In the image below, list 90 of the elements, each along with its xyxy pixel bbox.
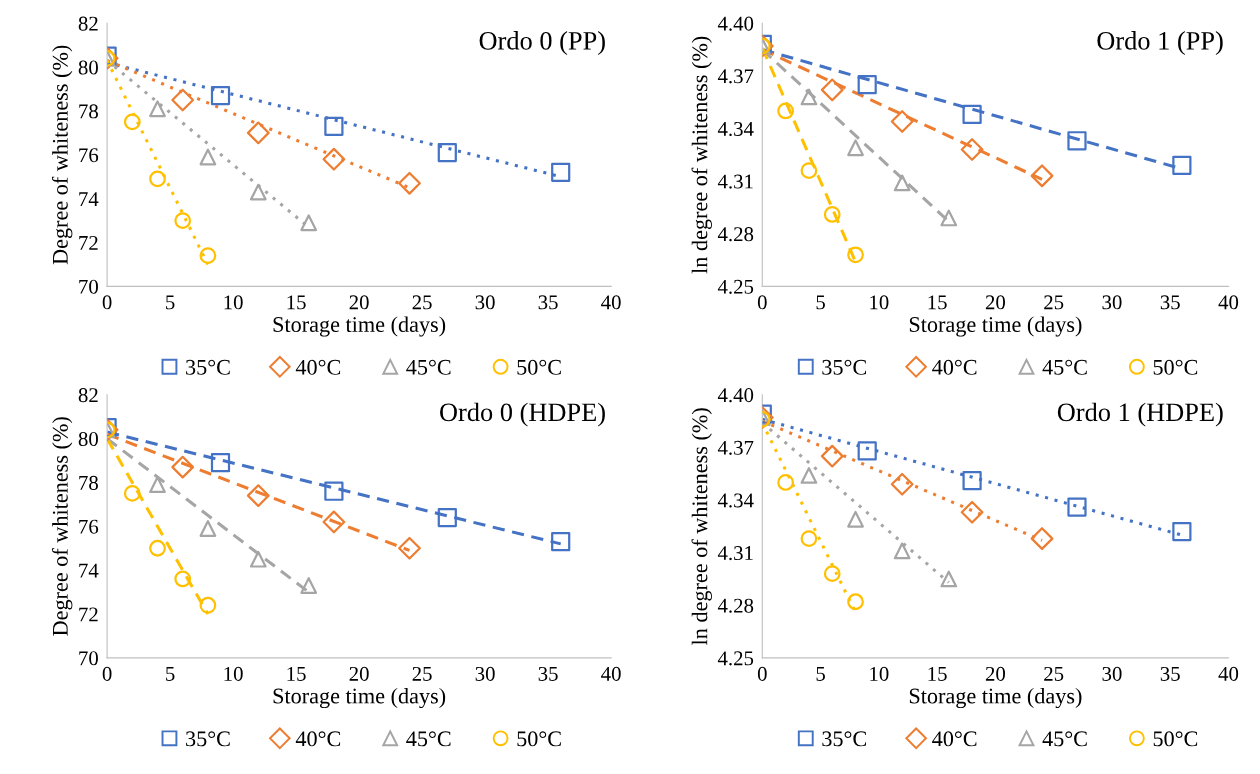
x-tick-label: 10	[224, 295, 243, 310]
y-tick-label: 4.28	[717, 227, 754, 242]
legend-label: 50°C	[517, 359, 561, 375]
legend-label: 40°C	[932, 731, 977, 747]
y-tick-label: 74	[79, 563, 99, 578]
y-tick-label: 80	[78, 431, 98, 447]
legend-label: 50°C	[1153, 731, 1198, 747]
legend-label: 40°C	[932, 359, 977, 375]
x-tick-label: 30	[1102, 295, 1122, 310]
y-axis-title: ln degree of whiteness (%)	[691, 408, 712, 645]
y-tick-label: 80	[78, 60, 98, 75]
x-tick-label: 30	[1102, 666, 1122, 681]
y-tick-label: 4.28	[717, 598, 754, 613]
x-tick-label: 30	[475, 295, 495, 310]
y-axis-title: Degree of whiteness (%)	[51, 417, 73, 636]
chart-title: Ordo 0 (HDPE)	[440, 402, 605, 427]
x-tick-label: 25	[412, 666, 432, 681]
y-tick-label: 4.37	[717, 440, 754, 455]
chart-title: Ordo 1 (HDPE)	[1057, 402, 1223, 427]
y-tick-label: 82	[78, 388, 98, 403]
legend-label: 50°C	[517, 731, 561, 747]
y-tick-label: 76	[79, 519, 99, 534]
y-tick-label: 4.37	[717, 69, 754, 84]
x-tick-label: 10	[870, 295, 889, 310]
x-tick-label: 15	[287, 295, 306, 310]
x-axis-title: Storage time (days)	[273, 687, 446, 709]
y-tick-label: 74	[79, 192, 99, 206]
y-tick-label: 4.31	[717, 546, 753, 561]
x-tick-label: 15	[928, 666, 947, 681]
x-tick-label: 20	[349, 666, 369, 681]
y-tick-label: 4.25	[717, 279, 754, 294]
y-tick-label: 4.34	[717, 493, 754, 508]
x-axis-title: Storage time (days)	[909, 316, 1082, 337]
x-tick-label: 5	[816, 667, 825, 681]
x-tick-label: 15	[287, 666, 306, 681]
y-tick-label: 82	[78, 16, 98, 31]
y-tick-label: 72	[79, 607, 98, 622]
x-tick-label: 25	[412, 295, 432, 310]
x-tick-label: 20	[349, 295, 369, 310]
chart-title: Ordo 0 (PP)	[479, 31, 605, 56]
x-tick-label: 40	[601, 295, 621, 310]
y-tick-label: 70	[79, 651, 98, 666]
chart-title: Ordo 1 (PP)	[1097, 31, 1223, 56]
legend-label: 50°C	[1153, 359, 1198, 375]
x-tick-label: 0	[102, 666, 112, 681]
x-tick-label: 35	[538, 295, 558, 310]
legend-label: 45°C	[1042, 731, 1087, 747]
legend-label: 40°C	[295, 731, 341, 747]
x-tick-label: 40	[601, 666, 621, 681]
x-tick-label: 10	[870, 666, 889, 681]
x-tick-label: 0	[757, 295, 767, 310]
legend-label: 45°C	[406, 359, 451, 375]
x-tick-label: 40	[1218, 666, 1239, 681]
y-tick-label: 70	[79, 279, 98, 294]
legend-label: 35°C	[822, 359, 867, 375]
x-axis-title: Storage time (days)	[273, 316, 446, 337]
y-axis-title: Degree of whiteness (%)	[51, 45, 73, 265]
y-axis-title: ln degree of whiteness (%)	[691, 36, 712, 274]
x-axis-title: Storage time (days)	[909, 687, 1082, 709]
x-tick-label: 35	[1160, 295, 1180, 310]
x-tick-label: 0	[102, 295, 112, 310]
x-tick-label: 30	[475, 666, 495, 681]
x-tick-label: 20	[985, 295, 1006, 310]
x-tick-label: 5	[816, 295, 825, 310]
x-tick-label: 35	[538, 666, 558, 681]
y-tick-label: 4.34	[717, 121, 754, 137]
x-tick-label: 25	[1044, 295, 1064, 310]
y-tick-label: 4.40	[717, 16, 754, 31]
x-tick-label: 40	[1218, 295, 1239, 310]
legend-label: 45°C	[1042, 359, 1087, 375]
y-tick-label: 4.40	[717, 388, 754, 403]
y-tick-label: 76	[79, 148, 99, 163]
x-tick-label: 10	[224, 666, 243, 681]
y-tick-label: 72	[79, 235, 98, 250]
x-tick-label: 20	[985, 666, 1006, 681]
legend-label: 45°C	[406, 731, 451, 747]
legend-label: 35°C	[186, 359, 230, 375]
legend-label: 35°C	[822, 731, 867, 747]
x-tick-label: 25	[1044, 666, 1064, 681]
x-tick-label: 15	[928, 295, 947, 310]
x-tick-label: 5	[166, 667, 175, 681]
x-tick-label: 0	[757, 666, 767, 681]
x-tick-label: 35	[1160, 666, 1180, 681]
y-tick-label: 78	[79, 104, 98, 119]
y-tick-label: 78	[79, 475, 98, 490]
y-tick-label: 4.31	[717, 174, 753, 189]
x-tick-label: 5	[166, 295, 175, 310]
legend-label: 35°C	[186, 731, 230, 747]
legend-label: 40°C	[295, 359, 341, 375]
y-tick-label: 4.25	[717, 651, 754, 666]
